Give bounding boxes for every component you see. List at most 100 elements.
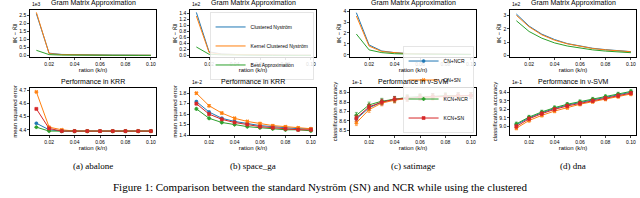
svg-text:KCN+NCR: KCN+NCR [444, 96, 469, 102]
svg-text:0.10: 0.10 [146, 139, 156, 145]
svg-text:0.04: 0.04 [390, 61, 400, 67]
svg-text:0.0: 0.0 [19, 52, 26, 58]
svg-text:4.7: 4.7 [19, 87, 26, 93]
svg-text:1.4: 1.4 [179, 10, 186, 16]
svg-text:2.0: 2.0 [19, 20, 26, 26]
svg-text:1.0: 1.0 [179, 22, 186, 28]
svg-text:ration (k/n): ration (k/n) [79, 67, 108, 73]
svg-text:0.06: 0.06 [575, 139, 585, 145]
svg-text:Gram Matrix Approximation: Gram Matrix Approximation [531, 0, 616, 7]
svg-text:0.02: 0.02 [204, 139, 214, 145]
svg-text:9.0: 9.0 [499, 123, 506, 129]
svg-text:4.5: 4.5 [19, 113, 26, 119]
svg-text:2: 2 [343, 30, 346, 36]
svg-text:‖K − K̃‖: ‖K − K̃‖ [336, 24, 342, 44]
svg-text:0.10: 0.10 [626, 139, 636, 145]
svg-text:2.5: 2.5 [19, 12, 26, 18]
svg-text:KCN+SN: KCN+SN [444, 115, 465, 121]
svg-text:(a) abalone: (a) abalone [73, 161, 113, 171]
svg-text:0.10: 0.10 [626, 61, 636, 67]
svg-text:1: 1 [343, 41, 346, 47]
svg-text:1.4: 1.4 [179, 132, 186, 138]
svg-text:classification accuracy: classification accuracy [492, 82, 498, 142]
svg-text:2: 2 [503, 26, 506, 32]
svg-text:0.04: 0.04 [550, 139, 560, 145]
svg-text:Performance in KRR: Performance in KRR [221, 78, 285, 85]
svg-text:0.02: 0.02 [44, 61, 54, 67]
svg-text:8.8: 8.8 [339, 99, 346, 105]
svg-text:Performance in ν-SVM: Performance in ν-SVM [378, 78, 449, 85]
svg-text:Best Approximation: Best Approximation [251, 62, 294, 68]
svg-text:0.06: 0.06 [95, 61, 105, 67]
svg-text:ration (k/n): ration (k/n) [399, 145, 428, 151]
svg-text:(d) dna: (d) dna [560, 161, 586, 171]
svg-text:0.10: 0.10 [466, 139, 476, 145]
svg-text:3: 3 [343, 19, 346, 25]
svg-text:0.10: 0.10 [146, 61, 156, 67]
svg-text:CN+SN: CN+SN [444, 77, 461, 83]
svg-text:0.08: 0.08 [441, 139, 451, 145]
svg-text:0.02: 0.02 [364, 139, 374, 145]
svg-text:0.8: 0.8 [179, 28, 186, 34]
svg-text:1.6: 1.6 [179, 111, 186, 117]
svg-text:1.7: 1.7 [179, 100, 186, 106]
svg-text:classification accuracy: classification accuracy [332, 82, 338, 142]
svg-text:0.02: 0.02 [44, 139, 54, 145]
svg-text:Kernel Clustered Nyström: Kernel Clustered Nyström [251, 43, 308, 49]
svg-text:CN+NCR: CN+NCR [444, 58, 465, 64]
svg-text:0.08: 0.08 [601, 139, 611, 145]
svg-text:Figure 1: Comparison between t: Figure 1: Comparison between the standar… [113, 181, 527, 194]
svg-text:1.8: 1.8 [179, 90, 186, 96]
svg-text:0.06: 0.06 [415, 139, 425, 145]
svg-text:0.4: 0.4 [179, 40, 186, 46]
svg-text:0.06: 0.06 [95, 139, 105, 145]
svg-text:1e-1: 1e-1 [352, 79, 362, 85]
svg-text:0.08: 0.08 [121, 139, 131, 145]
svg-text:Gram Matrix Approximation: Gram Matrix Approximation [211, 0, 296, 7]
svg-text:0.06: 0.06 [575, 61, 585, 67]
svg-text:(c) satimage: (c) satimage [391, 161, 435, 171]
svg-text:1e2: 1e2 [192, 1, 201, 7]
svg-text:9.2: 9.2 [499, 106, 506, 112]
svg-text:mean squared error: mean squared error [12, 85, 18, 138]
svg-text:ration (k/n): ration (k/n) [239, 67, 268, 73]
svg-text:8.6: 8.6 [339, 118, 346, 124]
svg-text:(b) space_ga: (b) space_ga [230, 161, 276, 171]
svg-text:3: 3 [503, 12, 506, 18]
svg-text:0.6: 0.6 [179, 34, 186, 40]
svg-text:0.04: 0.04 [70, 139, 80, 145]
svg-text:1.5: 1.5 [19, 28, 26, 34]
svg-text:9.4: 9.4 [499, 89, 506, 95]
svg-text:0.0: 0.0 [179, 52, 186, 58]
svg-text:0.02: 0.02 [364, 61, 374, 67]
svg-text:0.08: 0.08 [601, 61, 611, 67]
svg-text:0.2: 0.2 [179, 46, 186, 52]
svg-text:ration (k/n): ration (k/n) [559, 145, 588, 151]
svg-text:4.6: 4.6 [19, 100, 26, 106]
svg-text:Performance in ν-SVM: Performance in ν-SVM [538, 78, 609, 85]
svg-text:Gram Matrix Approximation: Gram Matrix Approximation [51, 0, 136, 7]
svg-text:1.0: 1.0 [19, 36, 26, 42]
svg-text:ration (k/n): ration (k/n) [239, 145, 268, 151]
svg-text:0.08: 0.08 [281, 139, 291, 145]
svg-text:1e-1: 1e-1 [512, 79, 522, 85]
svg-text:ration (k/n): ration (k/n) [399, 67, 428, 73]
svg-text:9.1: 9.1 [499, 115, 506, 121]
svg-text:9.3: 9.3 [499, 98, 506, 104]
svg-text:1e2: 1e2 [512, 1, 521, 7]
svg-text:1.2: 1.2 [179, 16, 186, 22]
svg-text:1e3: 1e3 [32, 1, 41, 7]
svg-text:8.7: 8.7 [339, 108, 346, 114]
svg-text:‖K − K̃‖: ‖K − K̃‖ [172, 24, 178, 44]
svg-text:‖K − K̃‖: ‖K − K̃‖ [12, 24, 18, 44]
svg-text:1.5: 1.5 [179, 121, 186, 127]
svg-text:0.02: 0.02 [524, 139, 534, 145]
svg-text:Clustered Nyström: Clustered Nyström [251, 24, 292, 30]
svg-text:8.9: 8.9 [339, 89, 346, 95]
svg-text:0.04: 0.04 [390, 139, 400, 145]
svg-text:ration (k/n): ration (k/n) [79, 145, 108, 151]
svg-text:0: 0 [343, 52, 346, 58]
svg-text:Gram Matrix Approximation: Gram Matrix Approximation [371, 0, 456, 7]
svg-text:0.08: 0.08 [121, 61, 131, 67]
svg-text:mean squared error: mean squared error [172, 85, 178, 138]
